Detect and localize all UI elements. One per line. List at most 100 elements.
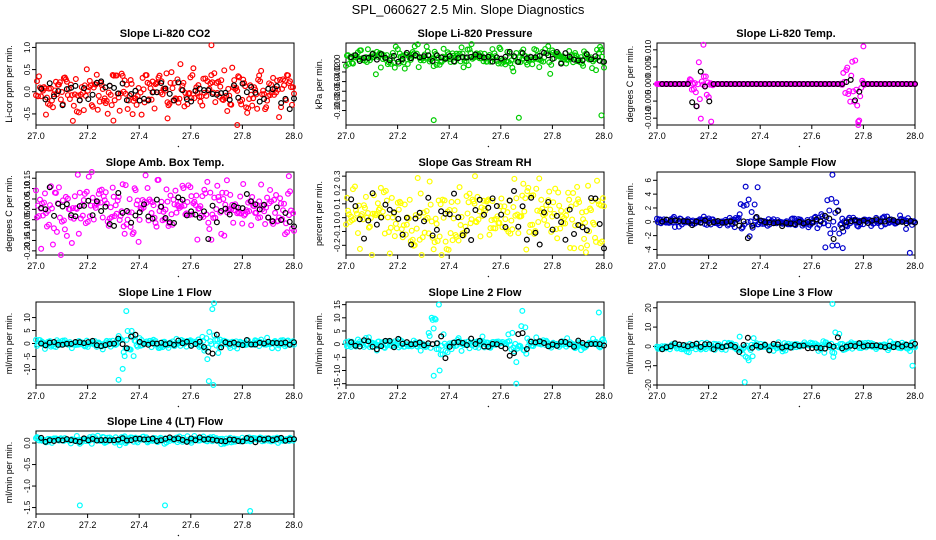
data-point <box>448 198 455 205</box>
x-tick-label: 27.0 <box>648 261 666 271</box>
reference-point <box>523 236 530 243</box>
reference-point <box>352 52 359 59</box>
data-point <box>444 349 451 356</box>
reference-point <box>205 235 212 242</box>
reference-point <box>502 53 509 60</box>
data-point <box>42 111 49 118</box>
data-point <box>866 216 873 223</box>
reference-point <box>179 87 186 94</box>
reference-point <box>72 82 79 89</box>
reference-point <box>706 341 713 348</box>
reference-point <box>365 217 372 224</box>
data-point <box>270 220 277 227</box>
data-point <box>83 188 90 195</box>
data-point <box>102 189 109 196</box>
reference-point <box>710 346 717 353</box>
data-point <box>245 105 252 112</box>
x-tick-label: 27.0 <box>27 261 45 271</box>
plot-frame <box>345 171 605 256</box>
data-point <box>290 338 297 345</box>
data-point <box>428 218 435 225</box>
data-point <box>468 41 475 48</box>
data-point <box>458 44 465 51</box>
data-point <box>205 219 212 226</box>
data-point <box>53 228 60 235</box>
data-point <box>275 86 282 93</box>
data-point <box>691 80 698 87</box>
axis-artifact <box>177 534 180 537</box>
data-point <box>48 205 55 212</box>
x-tick-label: 27.6 <box>492 391 510 401</box>
data-point <box>140 86 147 93</box>
data-point <box>38 245 45 252</box>
reference-point <box>433 226 440 233</box>
data-point <box>126 196 133 203</box>
data-point <box>414 175 421 182</box>
reference-point <box>269 218 276 225</box>
data-point <box>447 230 454 237</box>
reference-point <box>248 436 255 443</box>
data-point <box>358 211 365 218</box>
data-point <box>854 102 861 109</box>
reference-point <box>822 345 829 352</box>
data-point <box>45 221 52 228</box>
data-point <box>413 225 420 232</box>
data-point <box>79 212 86 219</box>
data-point <box>423 43 430 50</box>
data-point <box>208 236 215 243</box>
data-point <box>237 193 244 200</box>
y-tick-label: -0.5 <box>23 457 32 471</box>
data-point <box>831 349 838 356</box>
data-point <box>123 308 130 315</box>
data-point <box>267 186 274 193</box>
x-tick-label: 27.2 <box>79 131 97 141</box>
data-point <box>430 117 437 124</box>
data-point <box>509 226 516 233</box>
data-point <box>401 65 408 72</box>
reference-point <box>834 208 841 215</box>
reference-point <box>697 68 704 75</box>
data-point <box>836 330 843 337</box>
data-point <box>256 72 263 79</box>
data-point <box>343 221 350 228</box>
reference-point <box>141 201 148 208</box>
data-point <box>219 189 226 196</box>
data-point <box>96 98 103 105</box>
data-point <box>211 300 218 307</box>
data-point <box>211 194 218 201</box>
data-point <box>206 329 213 336</box>
data-point <box>89 194 96 201</box>
reference-point <box>218 344 225 351</box>
data-point <box>558 207 565 214</box>
data-point <box>66 206 73 213</box>
data-point <box>124 106 131 113</box>
data-point <box>112 202 119 209</box>
data-point <box>751 201 758 208</box>
chart-panel-7: Slope Line 1 Flow 27.0 27.2 27.4 27.6 27.8 28.… <box>4 287 303 408</box>
data-point <box>534 207 541 214</box>
data-point <box>351 183 358 190</box>
y-tick-label: -15 <box>333 377 342 389</box>
reference-point <box>541 340 548 347</box>
data-point <box>119 181 126 188</box>
data-point <box>556 202 563 209</box>
reference-point <box>98 78 105 85</box>
reference-point <box>553 49 560 56</box>
data-point <box>122 182 129 189</box>
data-point <box>273 192 280 199</box>
reference-point <box>153 196 160 203</box>
y-tick-label: 0.0 <box>23 437 32 449</box>
reference-point <box>391 52 398 59</box>
y-axis-label: ml/min per min. <box>4 442 14 504</box>
data-point <box>191 95 198 102</box>
data-point <box>570 190 577 197</box>
reference-point <box>386 57 393 64</box>
reference-point <box>391 209 398 216</box>
reference-point <box>356 343 363 350</box>
data-point <box>218 77 225 84</box>
data-point <box>209 79 216 86</box>
reference-point <box>433 340 440 347</box>
y-tick-label: 0 <box>644 219 653 224</box>
data-point <box>168 69 175 76</box>
reference-point <box>373 221 380 228</box>
